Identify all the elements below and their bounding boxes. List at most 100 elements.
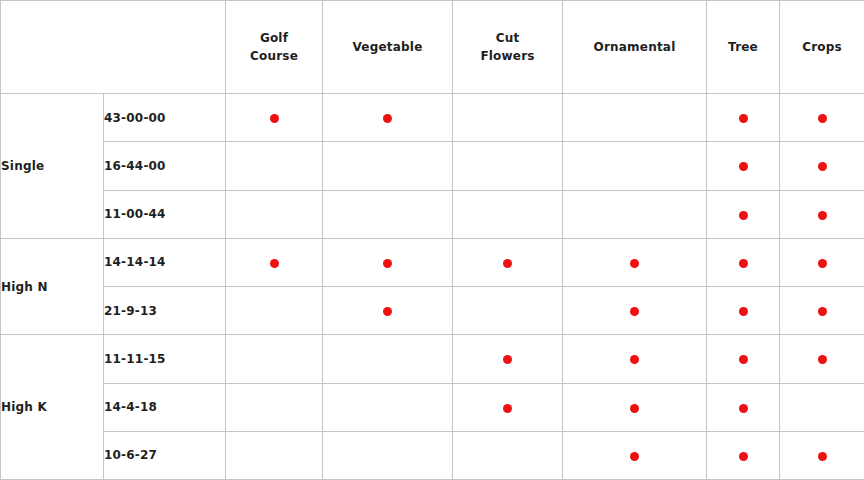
row-header-formula: 11-00-44 — [104, 190, 226, 238]
matrix-cell — [780, 431, 864, 479]
red-dot-icon — [630, 259, 639, 268]
red-dot-icon — [503, 404, 512, 413]
matrix-cell — [563, 190, 707, 238]
row-header-formula: 16-44-00 — [104, 142, 226, 190]
red-dot-icon — [739, 404, 748, 413]
red-dot-icon — [270, 259, 279, 268]
row-group-high-n: High N — [1, 238, 104, 335]
matrix-cell — [453, 94, 563, 142]
matrix-cell — [780, 142, 864, 190]
red-dot-icon — [818, 355, 827, 364]
red-dot-icon — [503, 259, 512, 268]
matrix-cell — [226, 238, 323, 286]
table-row: 10-6-27 — [1, 431, 864, 479]
row-header-formula: 43-00-00 — [104, 94, 226, 142]
matrix-cell — [453, 335, 563, 383]
matrix-cell — [707, 431, 780, 479]
matrix-cell — [707, 287, 780, 335]
table-row: 11-00-44 — [1, 190, 864, 238]
column-header-golf-course: Golf Course — [226, 1, 323, 94]
matrix-cell — [780, 238, 864, 286]
matrix-cell — [226, 431, 323, 479]
matrix-cell — [453, 238, 563, 286]
table-row: 21-9-13 — [1, 287, 864, 335]
matrix-cell — [780, 383, 864, 431]
matrix-cell — [453, 383, 563, 431]
matrix-cell — [226, 142, 323, 190]
matrix-cell — [780, 287, 864, 335]
red-dot-icon — [739, 355, 748, 364]
row-group-high-k: High K — [1, 335, 104, 480]
red-dot-icon — [630, 452, 639, 461]
red-dot-icon — [818, 211, 827, 220]
red-dot-icon — [818, 259, 827, 268]
matrix-cell — [563, 431, 707, 479]
red-dot-icon — [630, 355, 639, 364]
matrix-cell — [226, 190, 323, 238]
red-dot-icon — [383, 259, 392, 268]
matrix-cell — [707, 190, 780, 238]
column-header-vegetable: Vegetable — [323, 1, 453, 94]
matrix-cell — [453, 190, 563, 238]
matrix-cell — [453, 142, 563, 190]
fertilizer-use-table: Golf Course Vegetable Cut Flowers Orname… — [0, 0, 864, 480]
column-header-cut-flowers: Cut Flowers — [453, 1, 563, 94]
header-row: Golf Course Vegetable Cut Flowers Orname… — [1, 1, 864, 94]
row-header-formula: 21-9-13 — [104, 287, 226, 335]
matrix-cell — [563, 94, 707, 142]
red-dot-icon — [818, 452, 827, 461]
matrix-cell — [226, 94, 323, 142]
matrix-cell — [453, 431, 563, 479]
matrix-cell — [707, 142, 780, 190]
matrix-cell — [226, 335, 323, 383]
matrix-cell — [323, 335, 453, 383]
matrix-cell — [323, 238, 453, 286]
matrix-cell — [226, 287, 323, 335]
matrix-cell — [563, 383, 707, 431]
red-dot-icon — [818, 162, 827, 171]
row-header-formula: 10-6-27 — [104, 431, 226, 479]
column-header-tree: Tree — [707, 1, 780, 94]
matrix-cell — [563, 335, 707, 383]
row-group-single: Single — [1, 94, 104, 239]
table-row: 14-4-18 — [1, 383, 864, 431]
table-row: High K 11-11-15 — [1, 335, 864, 383]
matrix-cell — [707, 238, 780, 286]
matrix-cell — [780, 335, 864, 383]
red-dot-icon — [739, 162, 748, 171]
matrix-cell — [563, 238, 707, 286]
matrix-cell — [453, 287, 563, 335]
matrix-cell — [226, 383, 323, 431]
table-row: High N 14-14-14 — [1, 238, 864, 286]
matrix-cell — [323, 287, 453, 335]
red-dot-icon — [739, 211, 748, 220]
red-dot-icon — [739, 307, 748, 316]
matrix-cell — [707, 335, 780, 383]
matrix-cell — [780, 94, 864, 142]
column-header-ornamental: Ornamental — [563, 1, 707, 94]
column-header-crops: Crops — [780, 1, 864, 94]
row-header-formula: 11-11-15 — [104, 335, 226, 383]
matrix-cell — [780, 190, 864, 238]
matrix-cell — [323, 142, 453, 190]
matrix-cell — [563, 142, 707, 190]
matrix-cell — [323, 431, 453, 479]
matrix-cell — [323, 94, 453, 142]
red-dot-icon — [818, 307, 827, 316]
matrix-cell — [707, 383, 780, 431]
red-dot-icon — [270, 114, 279, 123]
table-row: 16-44-00 — [1, 142, 864, 190]
red-dot-icon — [383, 307, 392, 316]
matrix-cell — [323, 190, 453, 238]
corner-cell — [1, 1, 226, 94]
red-dot-icon — [739, 114, 748, 123]
fertilizer-matrix: Golf Course Vegetable Cut Flowers Orname… — [0, 0, 864, 480]
red-dot-icon — [818, 114, 827, 123]
red-dot-icon — [739, 452, 748, 461]
table-row: Single 43-00-00 — [1, 94, 864, 142]
matrix-cell — [323, 383, 453, 431]
red-dot-icon — [383, 114, 392, 123]
red-dot-icon — [503, 355, 512, 364]
red-dot-icon — [630, 404, 639, 413]
matrix-cell — [563, 287, 707, 335]
